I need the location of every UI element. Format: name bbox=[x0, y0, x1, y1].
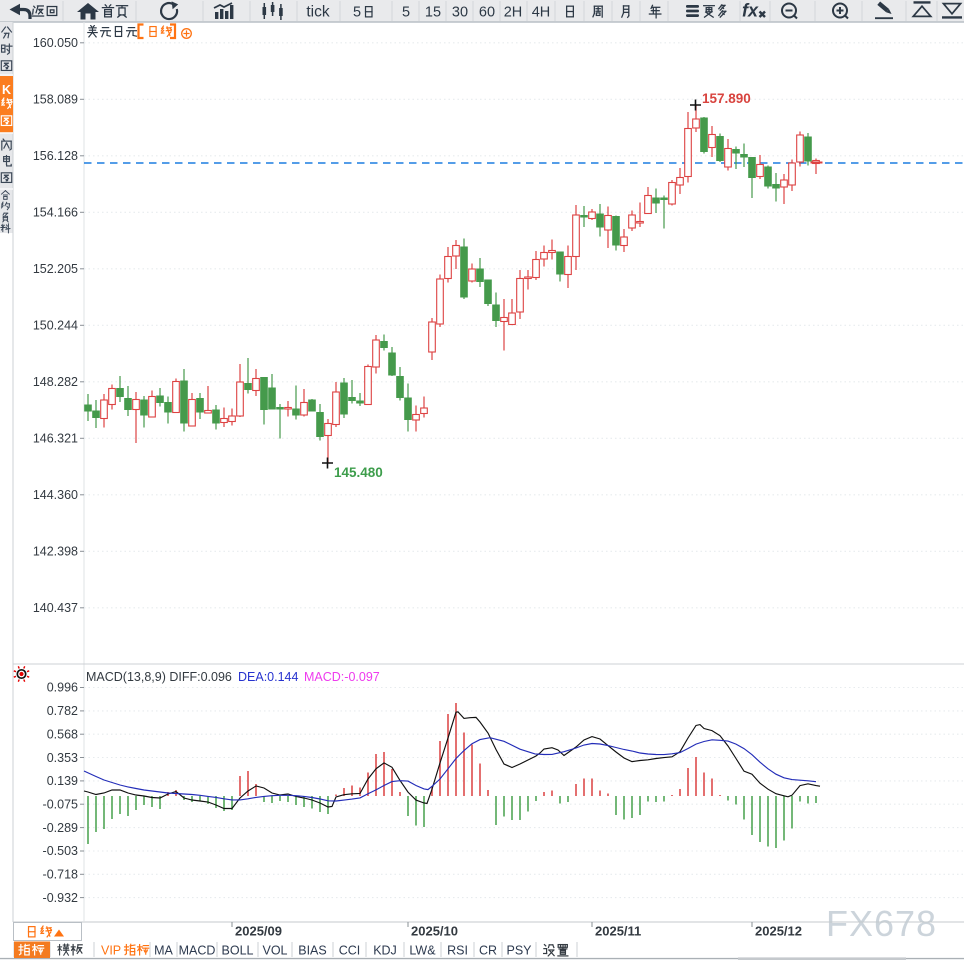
svg-text:2025/12: 2025/12 bbox=[755, 924, 802, 939]
svg-text:146.321: 146.321 bbox=[33, 432, 78, 446]
svg-text:fx: fx bbox=[742, 1, 759, 21]
svg-text:CCI: CCI bbox=[339, 944, 361, 958]
svg-text:KDJ: KDJ bbox=[373, 944, 397, 958]
svg-text:2025/11: 2025/11 bbox=[595, 924, 641, 939]
svg-text:DEA:0.144: DEA:0.144 bbox=[238, 670, 299, 684]
svg-text:MA: MA bbox=[154, 944, 173, 958]
svg-text:5: 5 bbox=[353, 5, 361, 21]
svg-text:145.480: 145.480 bbox=[334, 465, 383, 480]
svg-text:2H: 2H bbox=[504, 5, 523, 21]
svg-text:VIP: VIP bbox=[101, 944, 121, 958]
svg-text:-0.289: -0.289 bbox=[43, 821, 78, 835]
svg-text:0.568: 0.568 bbox=[47, 727, 78, 741]
svg-text:BOLL: BOLL bbox=[222, 944, 254, 958]
svg-text:148.282: 148.282 bbox=[33, 375, 78, 389]
svg-text:0.139: 0.139 bbox=[47, 774, 78, 788]
svg-text:tick: tick bbox=[306, 4, 330, 21]
svg-text:5: 5 bbox=[402, 5, 410, 21]
svg-text:154.166: 154.166 bbox=[33, 206, 78, 220]
svg-text:2025/10: 2025/10 bbox=[411, 924, 458, 939]
svg-text:0.782: 0.782 bbox=[47, 704, 78, 718]
svg-text:4H: 4H bbox=[532, 5, 551, 21]
svg-text:MACD: MACD bbox=[179, 944, 216, 958]
svg-text:MACD:-0.097: MACD:-0.097 bbox=[304, 670, 380, 684]
svg-text:0.996: 0.996 bbox=[47, 681, 78, 695]
svg-text:0.353: 0.353 bbox=[47, 751, 78, 765]
svg-text:144.360: 144.360 bbox=[33, 488, 78, 502]
svg-text:RSI: RSI bbox=[447, 944, 468, 958]
svg-text:30: 30 bbox=[452, 5, 468, 21]
svg-text:-0.503: -0.503 bbox=[43, 844, 78, 858]
svg-text:60: 60 bbox=[479, 5, 495, 21]
svg-text:K: K bbox=[2, 83, 11, 97]
svg-text:160.050: 160.050 bbox=[33, 36, 78, 50]
svg-text:158.089: 158.089 bbox=[33, 93, 78, 107]
svg-text:15: 15 bbox=[425, 5, 441, 21]
svg-text:LW&: LW& bbox=[409, 944, 436, 958]
svg-text:PSY: PSY bbox=[506, 944, 532, 958]
svg-text:152.205: 152.205 bbox=[33, 262, 78, 276]
svg-text:-0.718: -0.718 bbox=[43, 868, 78, 882]
svg-text:FX678: FX678 bbox=[826, 903, 937, 944]
svg-text:157.890: 157.890 bbox=[702, 91, 751, 106]
svg-text:MACD(13,8,9) DIFF:0.096: MACD(13,8,9) DIFF:0.096 bbox=[86, 670, 232, 684]
svg-text:2025/09: 2025/09 bbox=[235, 924, 282, 939]
svg-text:-0.932: -0.932 bbox=[43, 891, 78, 905]
svg-text:VOL: VOL bbox=[262, 944, 287, 958]
svg-text:-0.075: -0.075 bbox=[43, 797, 78, 811]
svg-text:140.437: 140.437 bbox=[33, 601, 78, 615]
svg-text:CR: CR bbox=[479, 944, 497, 958]
svg-text:150.244: 150.244 bbox=[33, 319, 78, 333]
svg-text:156.128: 156.128 bbox=[33, 149, 78, 163]
svg-text:142.398: 142.398 bbox=[33, 545, 78, 559]
svg-text:BIAS: BIAS bbox=[298, 944, 327, 958]
